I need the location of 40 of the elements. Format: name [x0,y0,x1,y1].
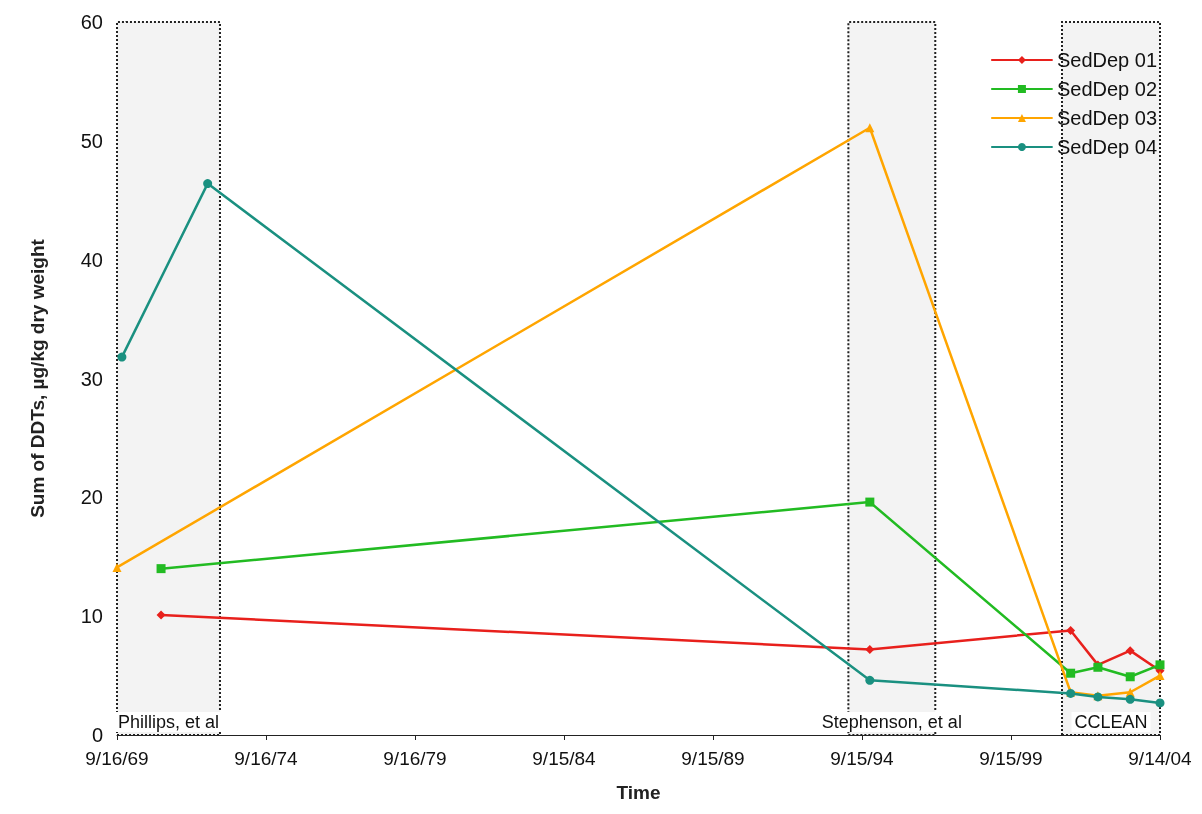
band-label: CCLEAN [1074,712,1148,732]
point [865,644,875,654]
legend-label: SedDep 03 [1056,107,1157,129]
point [203,179,213,189]
y-tick-label: 10 [80,605,103,628]
y-tick-label: 60 [80,11,103,33]
point [156,610,166,620]
x-tick-label: 9/16/69 [85,748,149,769]
point [1155,671,1165,681]
x-tick-label: 9/15/94 [830,748,895,769]
band-label: Stephenson, et al [821,712,962,732]
point [117,352,127,362]
point [1066,668,1076,678]
point [865,675,875,685]
point [112,562,122,572]
y-tick-label: 20 [80,486,103,509]
x-tick-label: 9/16/74 [234,748,299,769]
x-tick-label: 9/15/84 [532,748,597,769]
point [1125,694,1135,704]
x-tick-label: 9/15/99 [979,748,1043,769]
point [1155,660,1165,670]
legend-label: SedDep 02 [1056,78,1157,100]
y-tick-label: 30 [80,367,103,390]
point [1125,672,1135,682]
x-tick-label: 9/14/04 [1128,748,1193,769]
point [865,497,875,507]
y-tick-label: 0 [91,724,103,746]
point [1125,646,1135,656]
legend-label: SedDep 04 [1056,136,1157,158]
point [156,564,166,574]
legend-label: SedDep 01 [1056,49,1157,71]
x-tick-label: 9/15/89 [681,748,745,769]
point [1066,625,1076,635]
x-axis-title: Time [616,782,661,803]
band-label: Phillips, et al [117,712,220,732]
y-tick-label: 50 [80,129,103,152]
y-tick-label: 40 [80,248,103,271]
point [1155,698,1165,708]
x-tick-label: 9/16/79 [383,748,447,769]
y-axis-title: Sum of DDTs, µg/kg dry weight [27,238,48,518]
